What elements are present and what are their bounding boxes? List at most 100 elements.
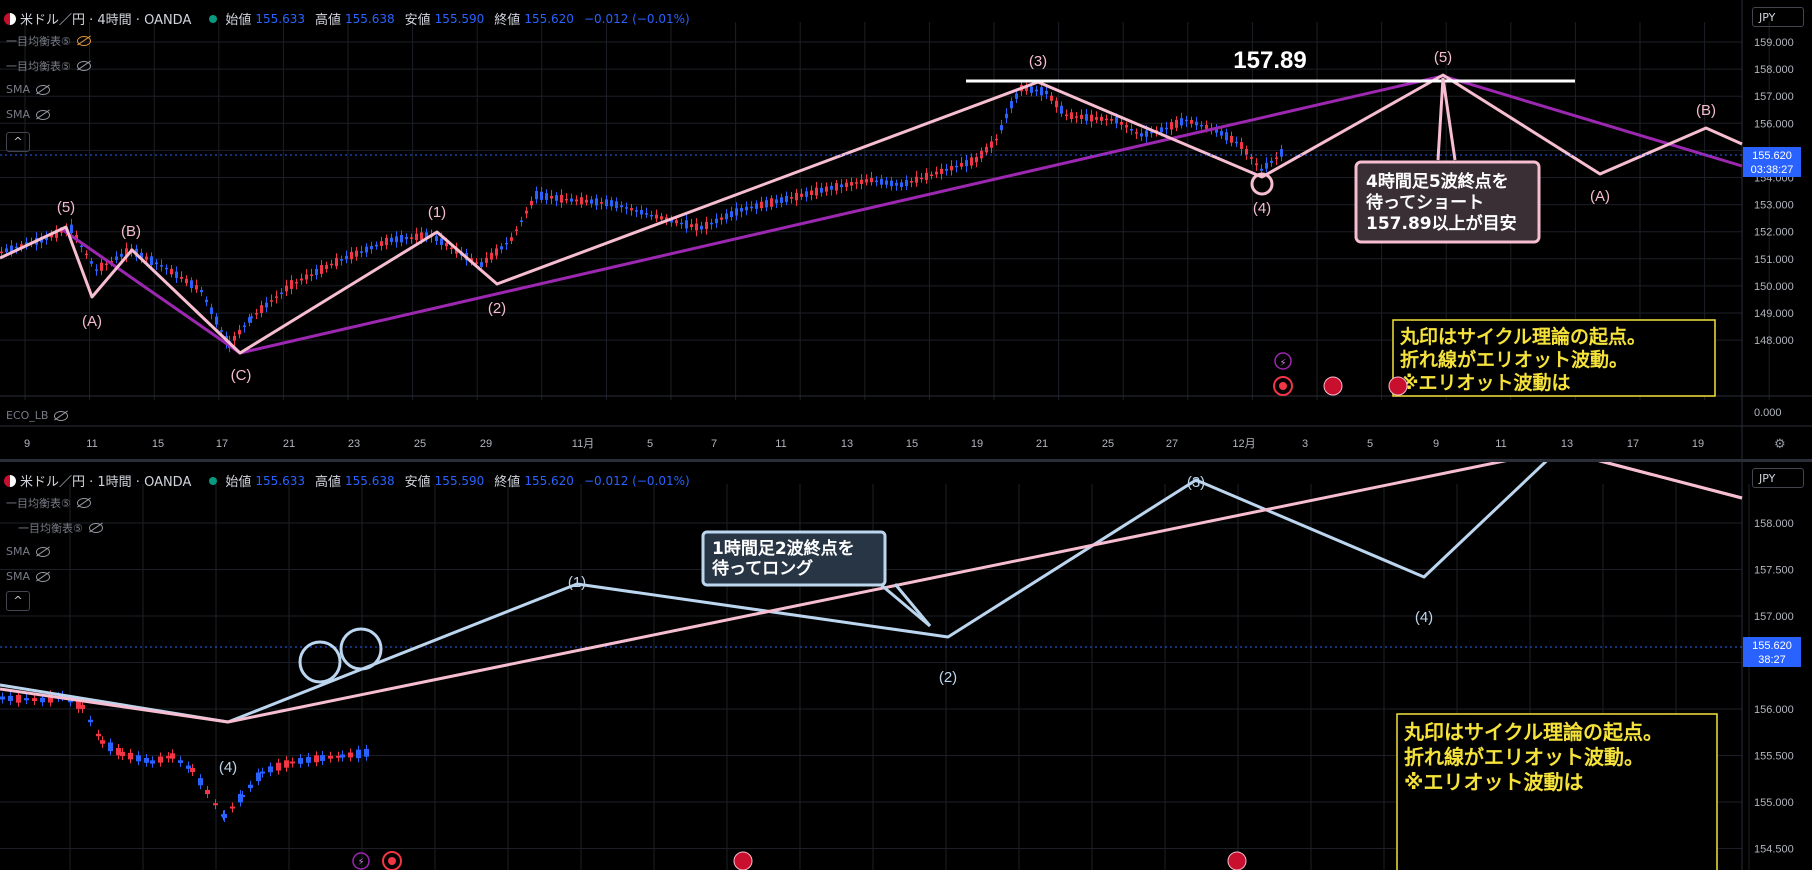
candle-body: [1065, 114, 1068, 116]
candle-body: [1095, 117, 1098, 120]
wave-label: (3): [1187, 474, 1205, 491]
candle-body: [640, 210, 643, 215]
indicator-sma-1[interactable]: SMA: [6, 545, 50, 558]
candle-body: [285, 285, 288, 292]
time-tick-label: 19: [1692, 438, 1704, 450]
indicator-ichimoku-2[interactable]: 一目均衡表⑤: [18, 520, 103, 536]
candle-body: [1115, 117, 1118, 124]
candle-body: [365, 246, 368, 253]
candle-body: [260, 771, 265, 774]
time-tick-label: 11: [86, 438, 97, 450]
candle-body: [1060, 105, 1063, 114]
candle-body: [970, 157, 973, 166]
open-value: 155.633: [255, 11, 306, 26]
candle-body: [48, 694, 53, 703]
pane-divider[interactable]: [0, 459, 1812, 462]
candle-body: [410, 237, 413, 239]
time-tick-label: 5: [1367, 438, 1373, 450]
candle-body: [585, 199, 588, 203]
time-tick-label: 5: [647, 438, 653, 450]
visibility-off-icon[interactable]: [36, 546, 50, 557]
indicator-ichimoku-2[interactable]: 一目均衡表⑤: [6, 58, 91, 74]
chart-pane-1h[interactable]: 158.000157.500157.000156.500156.000155.5…: [0, 462, 1812, 870]
indicator-ichimoku-1[interactable]: 一目均衡表⑤: [6, 33, 91, 49]
candle-body: [330, 263, 333, 266]
candle-body: [660, 216, 663, 220]
candle-body: [1110, 119, 1113, 121]
candle-body: [620, 205, 623, 208]
candle-body: [248, 317, 251, 323]
wave-label: (B): [1696, 102, 1716, 119]
candle-body: [144, 758, 149, 763]
record-dot-icon: [1279, 382, 1287, 390]
symbol-title[interactable]: 米ドル／円 · 4時間 · OANDA: [20, 13, 192, 28]
visibility-off-icon[interactable]: [76, 498, 91, 508]
event-us-flag-icon: [1388, 376, 1408, 396]
candle-body: [8, 695, 13, 701]
visibility-off-icon[interactable]: [76, 36, 91, 46]
candle-body: [945, 168, 948, 171]
candle-body: [610, 200, 613, 207]
candle-body: [1185, 119, 1188, 122]
candle-body: [115, 256, 118, 260]
price-tick-label: 157.000: [1754, 611, 1794, 623]
candle-body: [1035, 89, 1038, 92]
visibility-off-icon[interactable]: [36, 109, 50, 120]
indicator-eco-lb[interactable]: ECO_LB: [6, 409, 69, 422]
candle-body: [248, 784, 253, 789]
candle-body: [940, 168, 943, 174]
collapse-legend-button[interactable]: ^: [6, 591, 30, 611]
candle-body: [840, 184, 843, 188]
wave-label: (1): [428, 204, 446, 221]
time-tick-label: 9: [24, 438, 30, 450]
visibility-off-icon[interactable]: [54, 410, 69, 421]
candle-body: [755, 203, 758, 209]
candle-body: [895, 182, 898, 186]
candle-body: [575, 199, 578, 202]
candle-body: [295, 281, 298, 284]
candle-body: [1205, 124, 1208, 129]
note-box: [1396, 713, 1718, 870]
visibility-off-icon[interactable]: [36, 571, 50, 582]
gear-icon[interactable]: ⚙: [1774, 437, 1786, 452]
candle-body: [95, 269, 98, 271]
candle-body: [15, 246, 18, 249]
candle-body: [480, 262, 483, 267]
indicator-sma-2[interactable]: SMA: [6, 570, 50, 583]
symbol-title[interactable]: 米ドル／円 · 1時間 · OANDA: [20, 475, 192, 490]
price-tick-label: 150.000: [1754, 281, 1794, 293]
candle-body: [790, 197, 793, 199]
candle-body: [540, 191, 543, 200]
collapse-legend-button[interactable]: ^: [6, 132, 30, 152]
chart-1h-plot[interactable]: 158.000157.500157.000156.500156.000155.5…: [0, 462, 1812, 870]
candle-body: [1150, 131, 1153, 134]
candle-body: [535, 191, 538, 200]
price-tick-label: 157.500: [1754, 565, 1794, 577]
chart-pane-4h[interactable]: 159.000158.000157.000156.000155.000154.0…: [0, 0, 1812, 459]
visibility-off-icon[interactable]: [76, 61, 91, 71]
callout-text: 1時間足2波終点を: [712, 538, 855, 559]
currency-select[interactable]: JPY: [1752, 7, 1804, 27]
candle-body: [695, 223, 698, 231]
candle-body: [740, 207, 743, 212]
candle-body: [1280, 149, 1283, 157]
indicator-sma-1[interactable]: SMA: [6, 83, 50, 96]
candle-body: [1000, 125, 1003, 131]
time-tick-label: 23: [348, 438, 360, 450]
indicator-sma-2[interactable]: SMA: [6, 108, 50, 121]
indicator-ichimoku-1[interactable]: 一目均衡表⑤: [6, 495, 91, 511]
visibility-off-icon[interactable]: [36, 84, 50, 95]
candle-body: [136, 755, 141, 762]
chart-4h-plot[interactable]: 159.000158.000157.000156.000155.000154.0…: [0, 0, 1812, 459]
price-tick-label: 156.000: [1754, 704, 1794, 716]
candle-body: [1135, 132, 1138, 134]
low-label: 安値: [404, 13, 431, 28]
currency-select[interactable]: JPY: [1752, 468, 1804, 488]
candle-body: [700, 225, 703, 230]
candle-body: [400, 234, 403, 243]
candle-body: [90, 261, 93, 264]
candle-body: [590, 199, 593, 204]
candle-body: [770, 198, 773, 207]
visibility-off-icon[interactable]: [88, 523, 103, 533]
candle-body: [385, 237, 388, 246]
